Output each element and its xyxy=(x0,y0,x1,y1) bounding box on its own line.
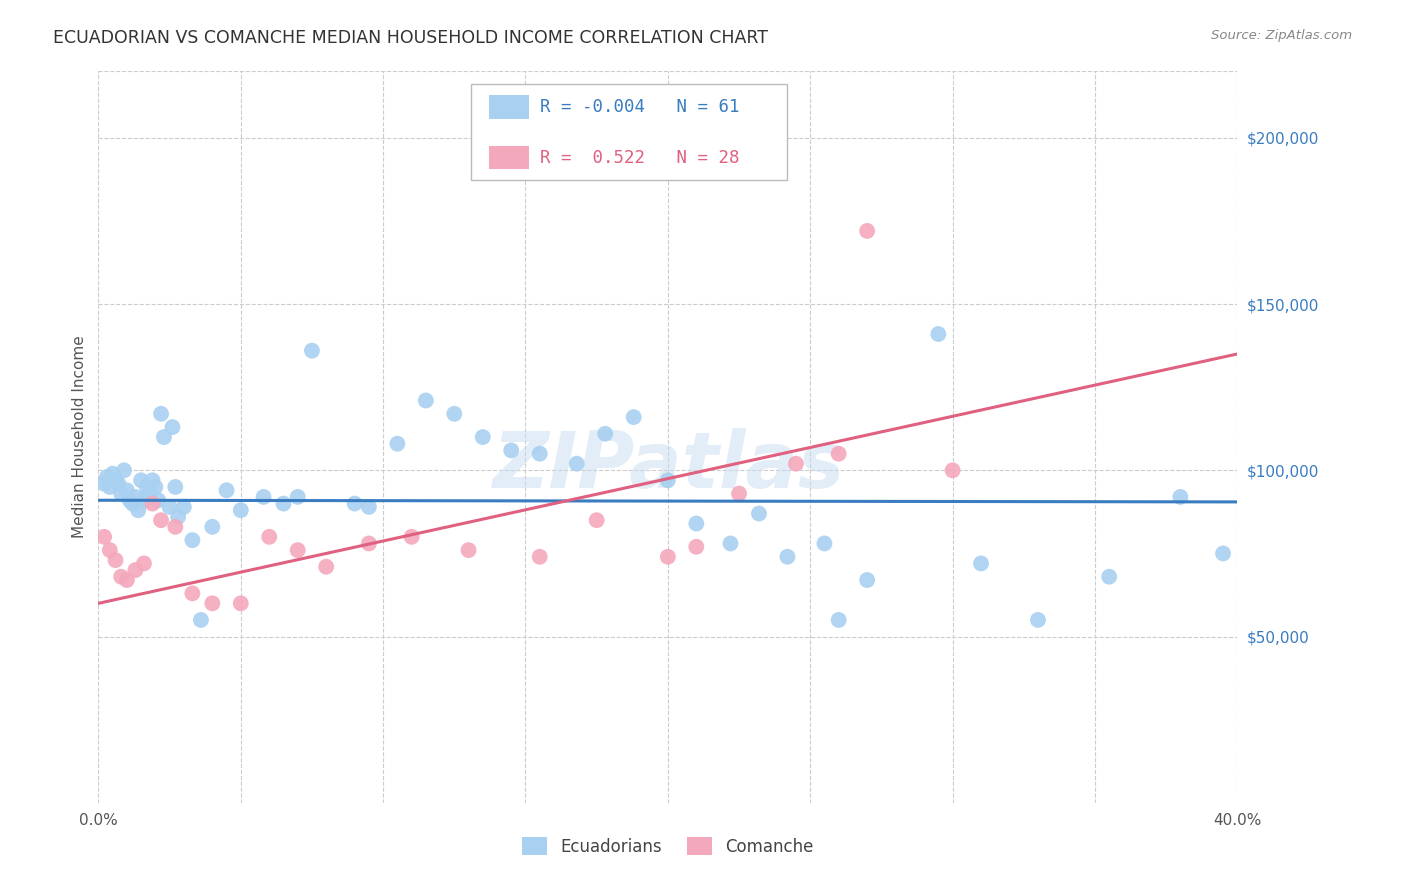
Point xyxy=(107,476,129,491)
Point xyxy=(471,430,494,444)
Point xyxy=(343,497,366,511)
Point xyxy=(856,573,879,587)
Point xyxy=(252,490,274,504)
Point xyxy=(165,480,187,494)
Point xyxy=(150,513,173,527)
Text: R =  0.522   N = 28: R = 0.522 N = 28 xyxy=(540,149,740,167)
Point xyxy=(138,486,160,500)
Point xyxy=(124,490,146,504)
Point xyxy=(287,490,309,504)
Point xyxy=(565,457,588,471)
Point xyxy=(585,513,607,527)
Point xyxy=(856,224,879,238)
Point xyxy=(145,480,167,494)
Point xyxy=(135,480,157,494)
Point xyxy=(159,500,181,514)
Point xyxy=(785,457,807,471)
Point xyxy=(162,420,184,434)
Point xyxy=(112,463,135,477)
Point xyxy=(124,563,146,577)
Point xyxy=(529,447,551,461)
Point xyxy=(301,343,323,358)
Point xyxy=(167,509,190,524)
Point xyxy=(942,463,965,477)
Point xyxy=(970,557,993,571)
Point xyxy=(501,443,523,458)
Point xyxy=(104,473,127,487)
Point xyxy=(657,549,679,564)
Point xyxy=(1098,570,1121,584)
Point xyxy=(190,613,212,627)
Point xyxy=(828,613,851,627)
Point xyxy=(96,470,118,484)
Point xyxy=(148,493,170,508)
Point xyxy=(115,483,138,498)
Point xyxy=(259,530,281,544)
Point xyxy=(129,473,152,487)
Point xyxy=(229,503,252,517)
Point xyxy=(127,503,149,517)
Point xyxy=(153,430,176,444)
Point xyxy=(1212,546,1234,560)
Point xyxy=(98,480,121,494)
Point xyxy=(201,596,224,610)
Point xyxy=(415,393,437,408)
Point xyxy=(118,493,141,508)
Point xyxy=(141,473,163,487)
Point xyxy=(828,447,851,461)
Point xyxy=(720,536,742,550)
Point xyxy=(357,500,380,514)
Point xyxy=(728,486,751,500)
Point xyxy=(150,407,173,421)
Point xyxy=(315,559,337,574)
Point xyxy=(110,570,132,584)
Point xyxy=(748,507,770,521)
Point xyxy=(141,497,163,511)
Point xyxy=(443,407,465,421)
Point xyxy=(115,573,138,587)
Point xyxy=(273,497,295,511)
Point xyxy=(93,476,115,491)
Point xyxy=(287,543,309,558)
Point xyxy=(657,473,679,487)
Point xyxy=(1026,613,1049,627)
Point xyxy=(1170,490,1192,504)
Point xyxy=(121,497,143,511)
Point xyxy=(813,536,835,550)
Point xyxy=(457,543,479,558)
Point xyxy=(685,540,707,554)
Point xyxy=(201,520,224,534)
Point xyxy=(181,533,204,548)
Text: R = -0.004   N = 61: R = -0.004 N = 61 xyxy=(540,98,740,116)
Point xyxy=(173,500,195,514)
Point xyxy=(401,530,423,544)
Point xyxy=(776,549,799,564)
Point xyxy=(132,557,155,571)
Y-axis label: Median Household Income: Median Household Income xyxy=(72,335,87,539)
Text: Source: ZipAtlas.com: Source: ZipAtlas.com xyxy=(1212,29,1353,43)
Point xyxy=(98,543,121,558)
Point xyxy=(357,536,380,550)
Point xyxy=(93,530,115,544)
Point xyxy=(387,436,409,450)
Point xyxy=(181,586,204,600)
Point xyxy=(215,483,238,498)
Point xyxy=(593,426,616,441)
Text: ECUADORIAN VS COMANCHE MEDIAN HOUSEHOLD INCOME CORRELATION CHART: ECUADORIAN VS COMANCHE MEDIAN HOUSEHOLD … xyxy=(53,29,769,47)
Point xyxy=(101,467,124,481)
Point xyxy=(927,326,949,341)
Point xyxy=(229,596,252,610)
Legend: Ecuadorians, Comanche: Ecuadorians, Comanche xyxy=(513,830,823,864)
Text: ZIPatlas: ZIPatlas xyxy=(492,428,844,504)
Point xyxy=(132,493,155,508)
Point xyxy=(685,516,707,531)
Point xyxy=(529,549,551,564)
Point xyxy=(165,520,187,534)
Point xyxy=(104,553,127,567)
Point xyxy=(623,410,645,425)
Point xyxy=(110,486,132,500)
